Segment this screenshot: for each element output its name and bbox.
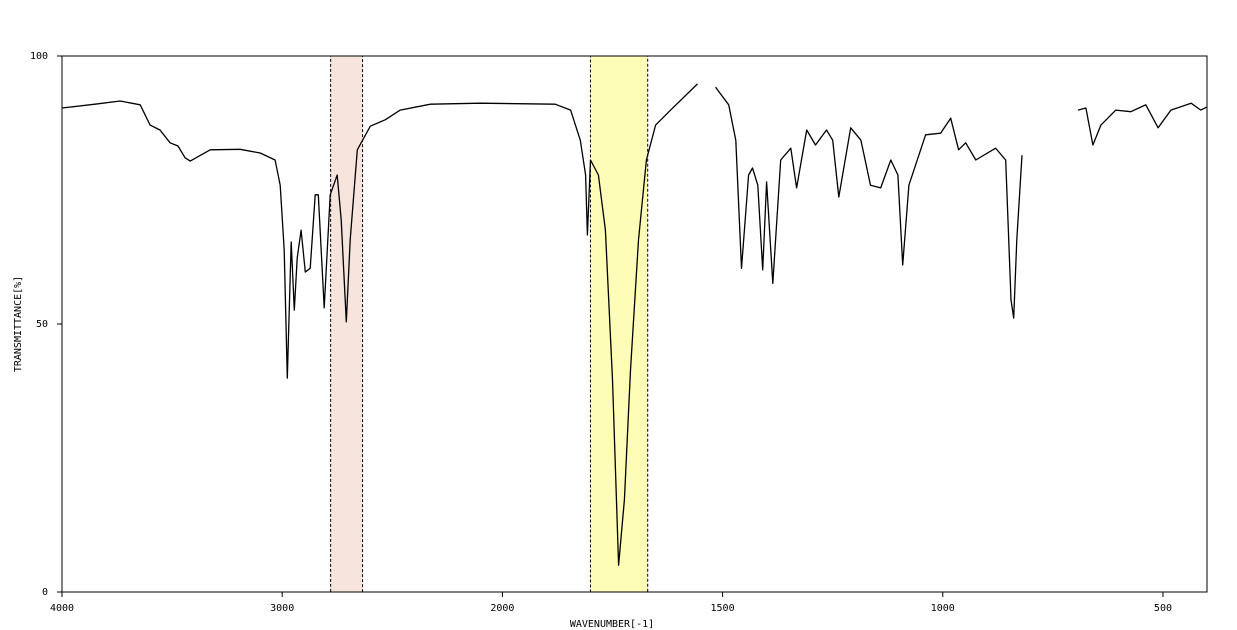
x-tick-label: 500 [1154, 603, 1172, 614]
x-tick-label: 4000 [50, 603, 74, 614]
x-axis-label: WAVENUMBER[-1] [570, 619, 654, 630]
highlight-band [330, 55, 364, 593]
y-tick-label: 50 [36, 319, 48, 330]
spectrum-line [61, 83, 1208, 566]
highlight-band [589, 55, 649, 593]
x-tick-label: 1500 [711, 603, 735, 614]
x-tick-label: 2000 [490, 603, 514, 614]
y-axis-label: TRANSMITTANCE[%] [13, 276, 24, 372]
x-tick-label: 3000 [270, 603, 294, 614]
y-tick-label: 100 [30, 51, 48, 62]
y-tick-label: 0 [42, 587, 48, 598]
x-tick-label: 1000 [931, 603, 955, 614]
